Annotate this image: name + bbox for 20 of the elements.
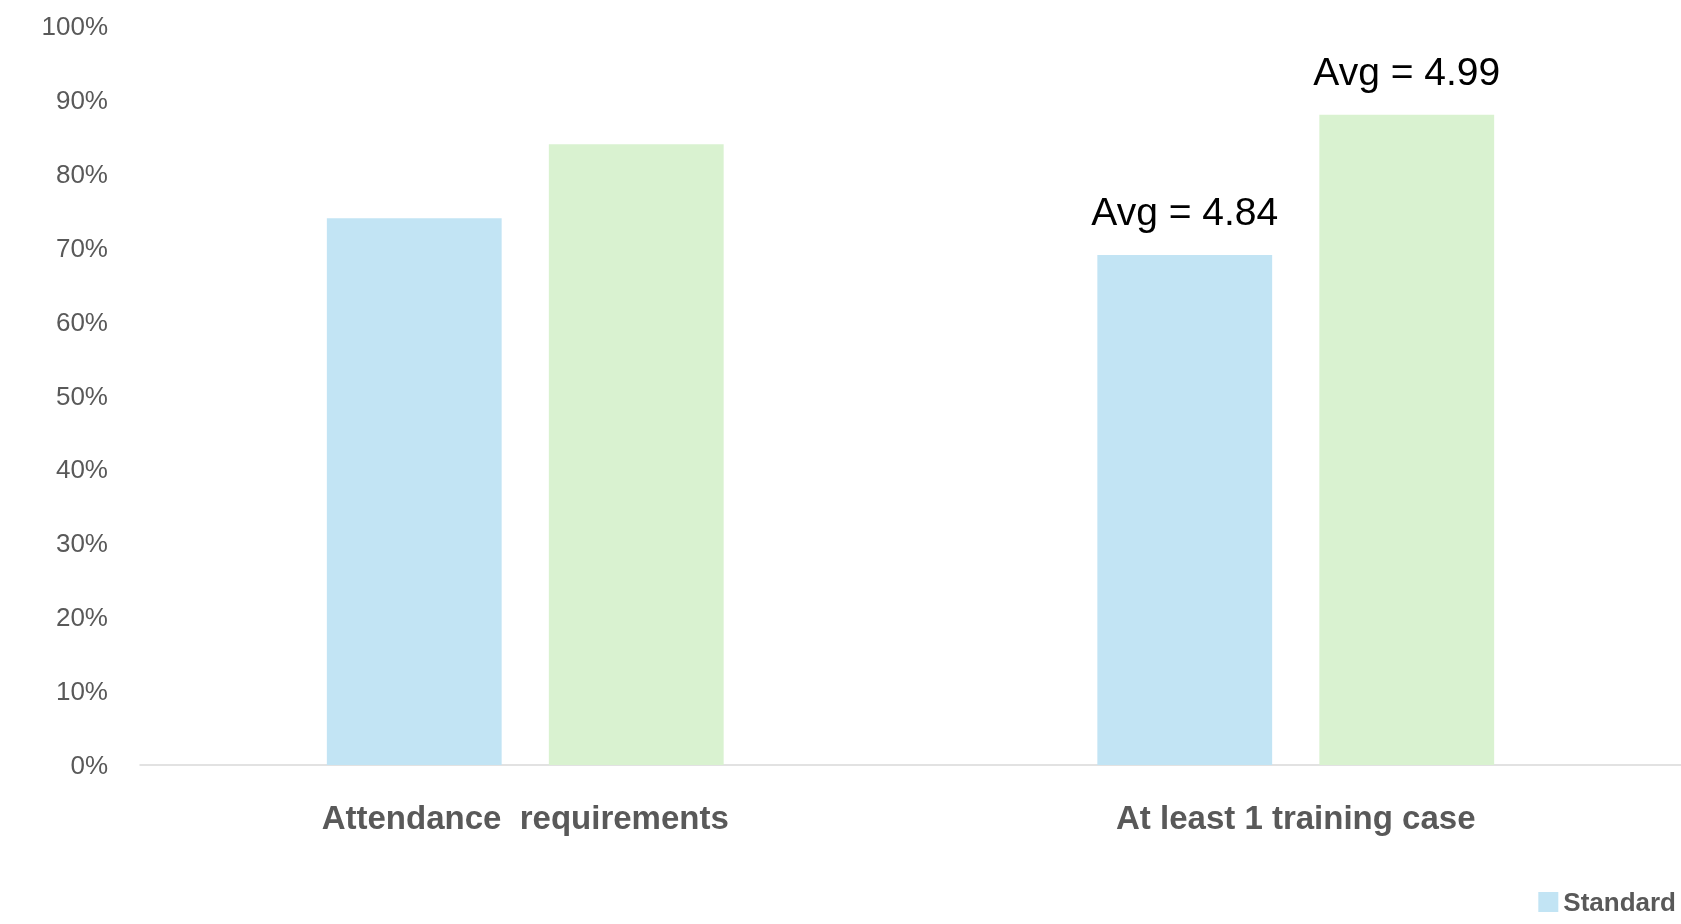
y-tick-label: 10% xyxy=(55,676,108,707)
y-tick-label: 50% xyxy=(55,380,108,411)
legend-label: Standard xyxy=(1563,887,1676,917)
y-tick-label: 90% xyxy=(55,84,108,115)
x-tick-label: At least 1 training case xyxy=(1116,799,1476,836)
bar xyxy=(326,218,502,765)
y-tick-label: 60% xyxy=(55,306,108,337)
y-tick-label: 100% xyxy=(41,11,108,41)
y-tick-label: 40% xyxy=(55,454,108,485)
annotation: Avg = 4.99 xyxy=(1313,49,1501,93)
bar xyxy=(548,144,724,765)
y-tick-label: 30% xyxy=(55,528,108,559)
annotation: Avg = 4.84 xyxy=(1091,190,1279,234)
x-tick-label: Attendance requirements xyxy=(321,799,729,836)
bar xyxy=(1319,114,1495,765)
y-tick-label: 0% xyxy=(70,750,108,780)
bar xyxy=(1097,255,1273,765)
y-tick-label: 80% xyxy=(55,158,108,189)
y-tick-label: 70% xyxy=(55,232,108,263)
y-tick-label: 20% xyxy=(55,602,108,633)
